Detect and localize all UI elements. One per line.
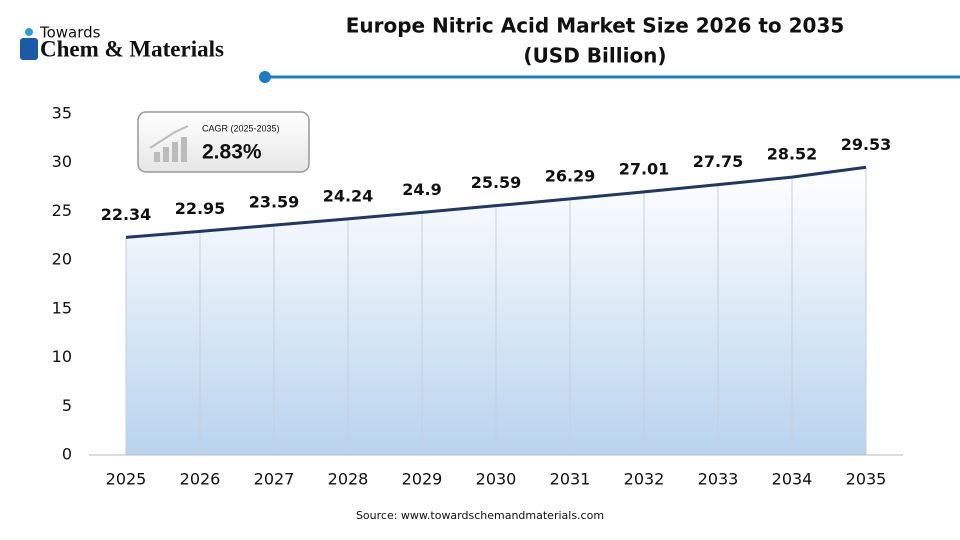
data-label: 23.59 xyxy=(249,193,300,212)
y-tick-label: 30 xyxy=(52,152,72,171)
y-tick-label: 10 xyxy=(52,347,72,366)
chart-title: Europe Nitric Acid Market Size 2026 to 2… xyxy=(346,14,845,38)
x-tick-label: 2034 xyxy=(772,470,813,489)
y-tick-label: 35 xyxy=(52,104,72,123)
data-label: 29.53 xyxy=(841,135,892,154)
x-tick-label: 2033 xyxy=(698,470,739,489)
cagr-box-frame xyxy=(137,111,310,173)
data-label: 28.52 xyxy=(767,145,818,164)
data-label: 27.75 xyxy=(693,152,744,171)
data-label: 25.59 xyxy=(471,173,522,192)
x-tick-label: 2035 xyxy=(846,470,887,489)
x-tick-label: 2027 xyxy=(254,470,295,489)
x-tick-label: 2031 xyxy=(550,470,591,489)
cagr-value: 2.83% xyxy=(202,141,262,164)
header-rule-dot xyxy=(259,71,271,83)
logo-icon-dot xyxy=(25,28,33,36)
y-tick-label: 15 xyxy=(52,298,72,317)
data-label: 22.95 xyxy=(175,199,226,218)
chart-subtitle: (USD Billion) xyxy=(523,44,666,68)
y-tick-label: 0 xyxy=(62,445,72,464)
cagr-box: CAGR (2025-2035) 2.83% xyxy=(137,111,310,173)
logo-line1: Towards xyxy=(39,24,101,42)
cagr-label: CAGR (2025-2035) xyxy=(202,123,280,133)
line-series xyxy=(125,165,867,239)
logo-line2: Chem & Materials xyxy=(40,36,224,61)
data-label: 24.9 xyxy=(402,180,441,199)
cagr-icon xyxy=(149,125,189,162)
y-tick-label: 5 xyxy=(62,396,72,415)
data-label: 24.24 xyxy=(323,186,374,205)
data-label: 27.01 xyxy=(619,159,670,178)
y-tick-label: 25 xyxy=(52,201,72,220)
x-tick-label: 2026 xyxy=(180,470,221,489)
x-tick-label: 2030 xyxy=(476,470,517,489)
x-tick-label: 2029 xyxy=(402,470,443,489)
logo: Towards Chem & Materials xyxy=(20,24,224,61)
logo-icon xyxy=(20,38,38,60)
x-tick-label: 2032 xyxy=(624,470,665,489)
x-tick-label: 2025 xyxy=(106,470,147,489)
source-note: Source: www.towardschemandmaterials.com xyxy=(356,509,604,522)
y-tick-label: 20 xyxy=(52,250,72,269)
data-label: 22.34 xyxy=(101,205,152,224)
x-tick-label: 2028 xyxy=(328,470,369,489)
data-label: 26.29 xyxy=(545,166,596,185)
